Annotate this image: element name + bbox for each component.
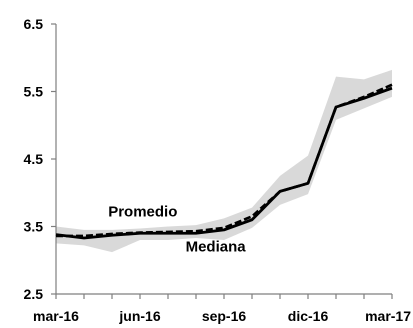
y-tick-label: 5.5 — [24, 84, 44, 100]
x-tick-label: mar-17 — [365, 308, 411, 324]
label-layer: Promedio Mediana — [108, 203, 246, 255]
band-layer — [56, 69, 392, 253]
y-tick-label: 4.5 — [24, 151, 44, 167]
series-line-mediana — [56, 83, 393, 238]
axes: 2.5 3.5 4.5 5.5 6.5 mar-16 jun-16 sep-16 dic-16 m… — [24, 16, 412, 324]
annotation-label: Promedio — [108, 203, 177, 220]
x-tick-label: dic-16 — [288, 308, 329, 324]
series-layer — [55, 83, 393, 240]
annotation-label: Mediana — [186, 238, 247, 255]
y-tick-label: 2.5 — [24, 286, 44, 302]
range-band — [56, 69, 392, 253]
x-tick-label: sep-16 — [202, 308, 247, 324]
x-tick-label: jun-16 — [118, 308, 160, 324]
x-tick-label: mar-16 — [33, 308, 79, 324]
y-tick-label: 3.5 — [24, 219, 44, 235]
y-tick-label: 6.5 — [24, 16, 44, 32]
